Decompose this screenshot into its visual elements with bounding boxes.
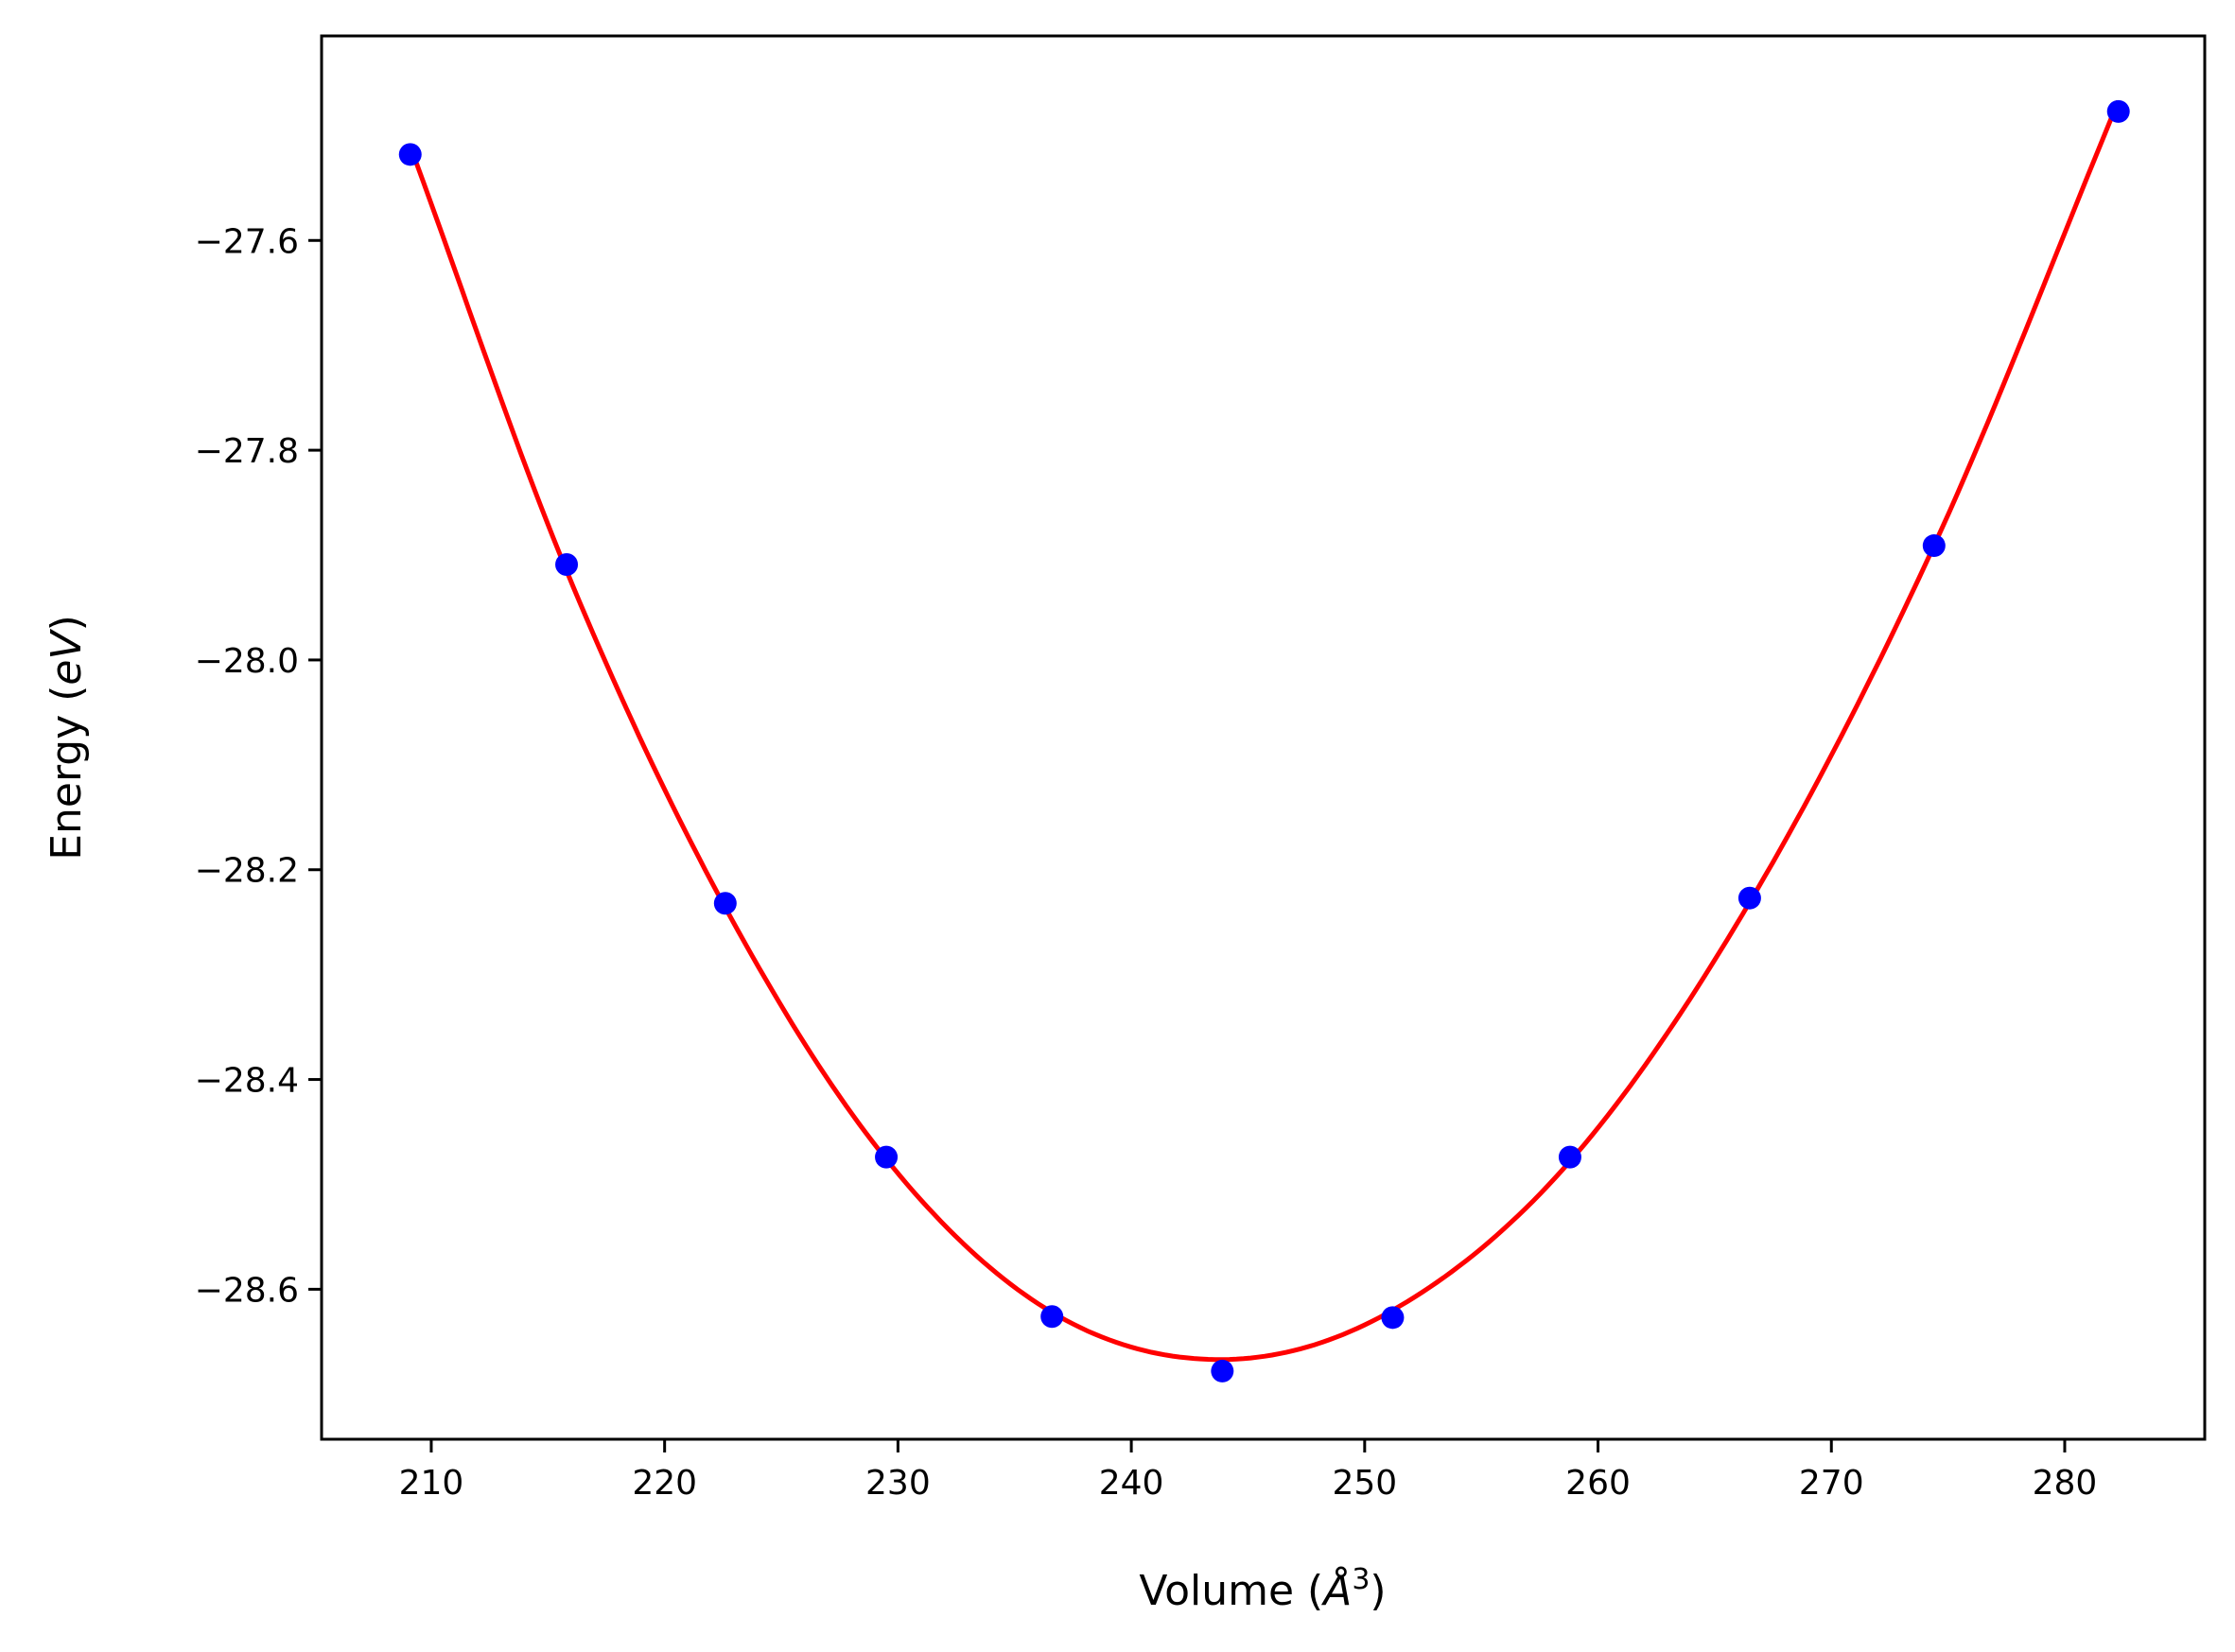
x-axis-ticks: 210 220 230 240 250 260 270 280	[399, 1439, 2098, 1503]
y-tick-label: −27.8	[195, 432, 299, 471]
y-tick-label: −28.0	[195, 642, 299, 681]
data-point	[1040, 1305, 1064, 1329]
x-tick-label: 270	[1799, 1464, 1864, 1503]
data-point	[1558, 1145, 1581, 1169]
data-point	[398, 143, 422, 166]
x-tick-label: 210	[399, 1464, 464, 1503]
data-point	[1922, 534, 1946, 558]
x-tick-label: 230	[865, 1464, 931, 1503]
y-tick-label: −28.4	[195, 1062, 299, 1101]
data-points	[398, 99, 2130, 1382]
x-tick-label: 220	[632, 1464, 697, 1503]
x-tick-label: 280	[2033, 1464, 2098, 1503]
y-tick-label: −27.6	[195, 222, 299, 261]
y-tick-label: −28.2	[195, 852, 299, 891]
y-tick-label: −28.6	[195, 1271, 299, 1310]
y-axis-label: Energy (eV)	[43, 615, 91, 861]
plot-area	[320, 34, 2207, 1441]
x-tick-label: 250	[1332, 1464, 1397, 1503]
y-axis-ticks: −28.6 −28.4 −28.2 −28.0 −27.8 −27.6	[195, 222, 322, 1310]
data-point	[555, 552, 579, 576]
data-point	[1381, 1306, 1405, 1330]
fit-curve-line	[408, 99, 2122, 1363]
data-point	[875, 1145, 899, 1169]
x-tick-label: 240	[1099, 1464, 1164, 1503]
data-point	[1737, 886, 1761, 910]
x-tick-label: 260	[1565, 1464, 1631, 1503]
data-point	[1211, 1359, 1234, 1382]
data-point	[713, 892, 737, 915]
x-axis-label: Volume (Å3)	[1139, 1563, 1386, 1616]
data-point	[2106, 99, 2130, 123]
